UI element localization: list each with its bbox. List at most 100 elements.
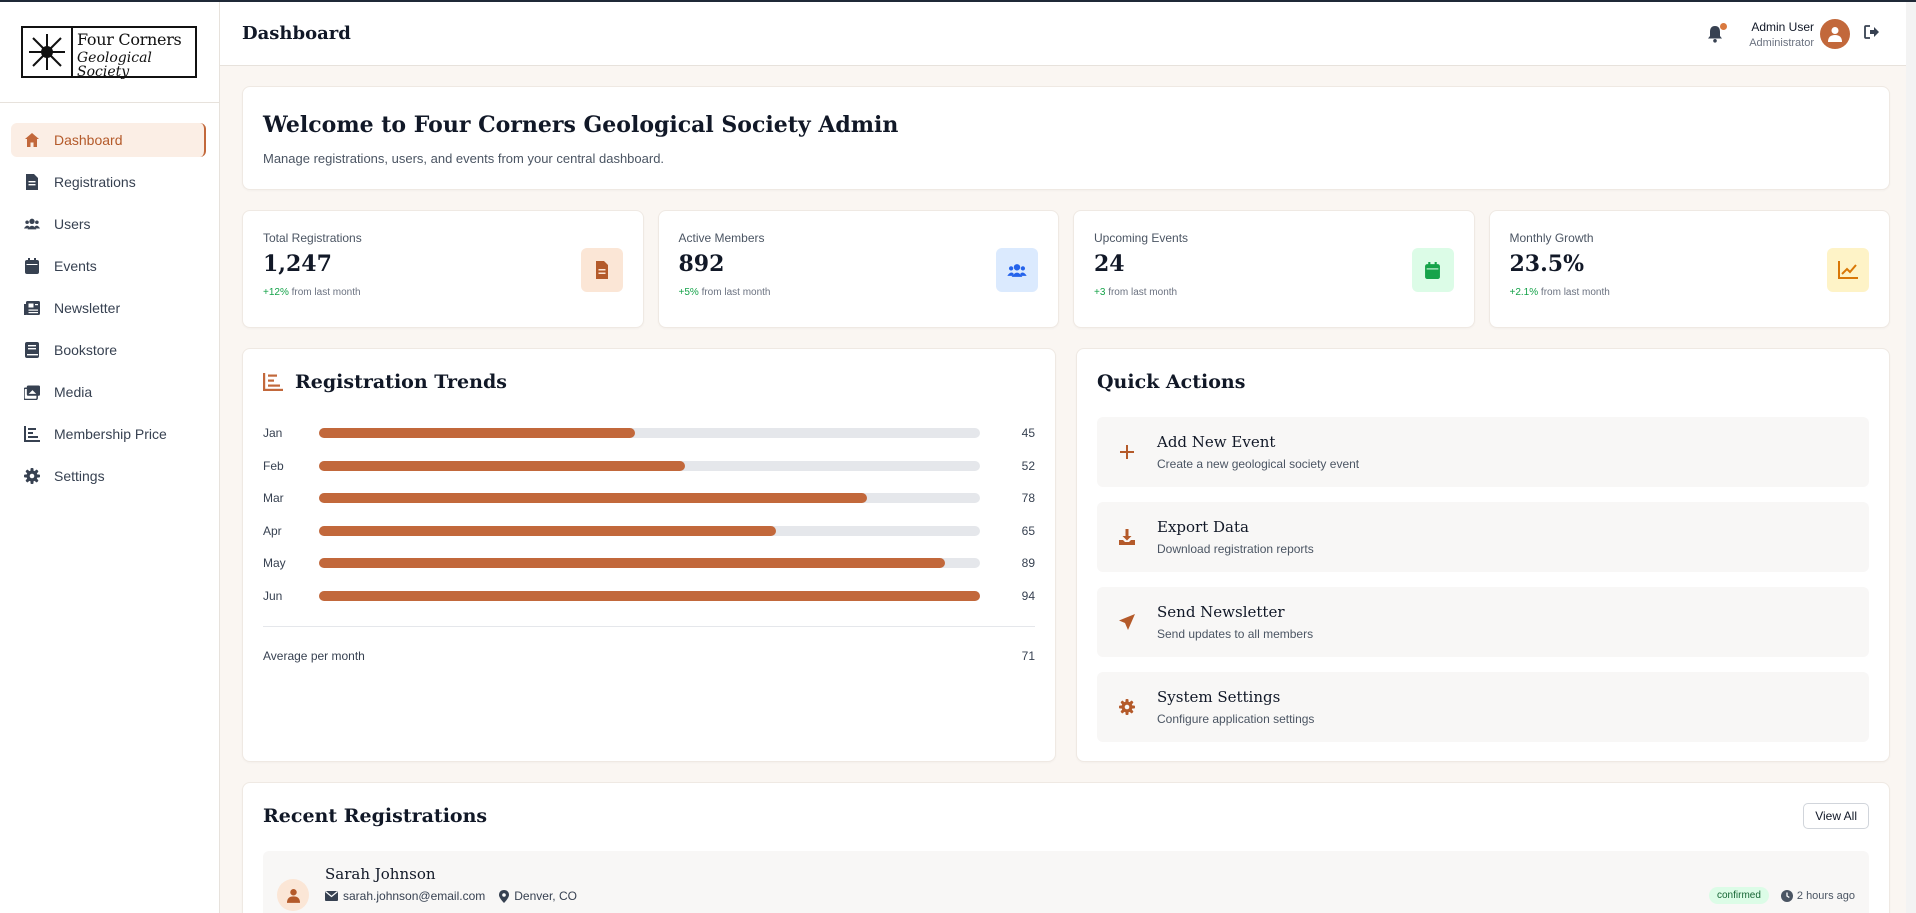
user-name: Admin User bbox=[1751, 19, 1814, 34]
user-info[interactable]: Admin User Administrator bbox=[1749, 20, 1814, 49]
calendar-icon bbox=[24, 258, 40, 274]
trend-bar bbox=[319, 460, 685, 471]
stat-card-members: Active Members 892 +5% from last month bbox=[657, 210, 1059, 328]
system-settings-action[interactable]: System Settings Configure application se… bbox=[1097, 672, 1869, 742]
stats-row: Total Registrations 1,247 +12% from last… bbox=[242, 210, 1890, 328]
action-desc: Send updates to all members bbox=[1157, 627, 1314, 641]
trend-bar-track bbox=[319, 428, 980, 439]
scrollbar[interactable] bbox=[1906, 2, 1916, 913]
stat-label: Upcoming Events bbox=[1094, 231, 1189, 245]
trend-row: Mar 78 bbox=[263, 482, 1035, 515]
stat-change: +2.1% from last month bbox=[1509, 287, 1610, 298]
stat-card-registrations: Total Registrations 1,247 +12% from last… bbox=[242, 210, 644, 328]
action-desc: Create a new geological society event bbox=[1157, 457, 1360, 471]
send-icon bbox=[1117, 612, 1137, 632]
sidebar-item-label: Registrations bbox=[54, 174, 136, 190]
registration-time: 2 hours ago bbox=[1796, 889, 1855, 902]
stat-change: +3 from last month bbox=[1094, 287, 1178, 298]
gear-icon bbox=[24, 468, 40, 484]
trend-bar-track bbox=[319, 493, 980, 504]
sidebar-item-label: Events bbox=[54, 258, 97, 274]
trend-month-label: Apr bbox=[263, 523, 282, 538]
trend-bar-track bbox=[319, 460, 980, 471]
trend-month-label: Jun bbox=[263, 588, 283, 603]
logo[interactable]: Four Corners Geological Society bbox=[21, 26, 197, 80]
welcome-card: Welcome to Four Corners Geological Socie… bbox=[242, 86, 1890, 190]
quick-actions-card: Quick Actions Add New Event Create a new… bbox=[1076, 348, 1890, 762]
export-data-action[interactable]: Export Data Download registration report… bbox=[1097, 502, 1869, 572]
sidebar-item-label: Settings bbox=[54, 468, 105, 484]
trend-row: May 89 bbox=[263, 547, 1035, 580]
sidebar-item-events[interactable]: Events bbox=[11, 249, 206, 283]
avatar[interactable] bbox=[1820, 19, 1850, 49]
sidebar-item-users[interactable]: Users bbox=[11, 207, 206, 241]
trend-chart: Jan 45 Feb 52 Mar 78 Apr 65 May 89 Jun 94 bbox=[263, 417, 1035, 612]
stat-card-growth: Monthly Growth 23.5% +2.1% from last mon… bbox=[1488, 210, 1890, 328]
bar-chart-icon bbox=[263, 373, 283, 391]
trends-title: Registration Trends bbox=[295, 371, 507, 393]
sidebar-item-label: Users bbox=[54, 216, 91, 232]
logout-icon[interactable] bbox=[1864, 24, 1880, 44]
view-all-button[interactable]: View All bbox=[1803, 803, 1869, 829]
list-item[interactable]: Sarah Johnson sarah.johnson@email.com De… bbox=[263, 851, 1869, 913]
sidebar-item-membership-price[interactable]: Membership Price bbox=[11, 417, 206, 451]
sidebar-item-media[interactable]: Media bbox=[11, 375, 206, 409]
registrant-name: Sarah Johnson bbox=[325, 865, 436, 883]
main-content: Welcome to Four Corners Geological Socie… bbox=[242, 86, 1890, 913]
stat-label: Active Members bbox=[678, 231, 765, 245]
sidebar-item-bookstore[interactable]: Bookstore bbox=[11, 333, 206, 367]
document-icon bbox=[24, 174, 40, 190]
location-icon bbox=[499, 889, 510, 903]
trend-row: Jun 94 bbox=[263, 580, 1035, 613]
trend-bar-track bbox=[319, 590, 980, 601]
sidebar-item-dashboard[interactable]: Dashboard bbox=[11, 123, 206, 157]
trend-bar bbox=[319, 590, 980, 601]
recent-registrations-card: Recent Registrations View All Sarah John… bbox=[242, 782, 1890, 913]
stat-change: +12% from last month bbox=[263, 287, 361, 298]
calendar-icon bbox=[1411, 248, 1454, 292]
sidebar-item-label: Newsletter bbox=[54, 300, 121, 316]
user-role: Administrator bbox=[1749, 36, 1814, 49]
trend-value-label: 89 bbox=[1021, 556, 1035, 571]
trend-month-label: Mar bbox=[263, 491, 284, 506]
action-title: System Settings bbox=[1157, 688, 1281, 706]
plus-icon bbox=[1117, 442, 1137, 462]
action-title: Add New Event bbox=[1157, 433, 1276, 451]
top-header: Dashboard Admin User Administrator bbox=[220, 2, 1916, 66]
sidebar: Four Corners Geological Society Dashboar… bbox=[0, 2, 220, 913]
clock-icon bbox=[1780, 889, 1793, 902]
trend-bar-track bbox=[319, 525, 980, 536]
recent-title: Recent Registrations bbox=[263, 805, 488, 827]
notification-dot bbox=[1720, 23, 1728, 30]
send-newsletter-action[interactable]: Send Newsletter Send updates to all memb… bbox=[1097, 587, 1869, 657]
action-desc: Configure application settings bbox=[1157, 712, 1315, 726]
add-event-action[interactable]: Add New Event Create a new geological so… bbox=[1097, 417, 1869, 487]
registrant-email: sarah.johnson@email.com bbox=[343, 889, 486, 903]
sidebar-nav: Dashboard Registrations Users Events New… bbox=[0, 103, 219, 493]
trend-average: Average per month 71 bbox=[263, 649, 1035, 663]
images-icon bbox=[24, 384, 40, 400]
user-avatar-icon bbox=[277, 879, 309, 911]
sidebar-item-registrations[interactable]: Registrations bbox=[11, 165, 206, 199]
sidebar-item-settings[interactable]: Settings bbox=[11, 459, 206, 493]
book-icon bbox=[24, 342, 40, 358]
sidebar-item-newsletter[interactable]: Newsletter bbox=[11, 291, 206, 325]
trend-bar bbox=[319, 428, 636, 439]
welcome-subtitle: Manage registrations, users, and events … bbox=[263, 151, 665, 166]
trend-month-label: May bbox=[263, 556, 286, 571]
divider bbox=[263, 626, 1035, 627]
newspaper-icon bbox=[24, 300, 40, 316]
trend-month-label: Feb bbox=[263, 458, 284, 473]
welcome-title: Welcome to Four Corners Geological Socie… bbox=[263, 112, 899, 138]
trend-value-label: 78 bbox=[1021, 491, 1035, 506]
stat-label: Total Registrations bbox=[263, 231, 362, 245]
stat-card-events: Upcoming Events 24 +3 from last month bbox=[1073, 210, 1475, 328]
logo-subtitle: Geological Society bbox=[77, 50, 152, 80]
home-icon bbox=[24, 132, 40, 148]
chart-icon bbox=[24, 426, 40, 442]
trend-row: Feb 52 bbox=[263, 450, 1035, 483]
gear-icon bbox=[1117, 697, 1137, 717]
trend-row: Apr 65 bbox=[263, 515, 1035, 548]
bell-icon[interactable] bbox=[1706, 23, 1728, 43]
stat-label: Monthly Growth bbox=[1509, 231, 1594, 245]
